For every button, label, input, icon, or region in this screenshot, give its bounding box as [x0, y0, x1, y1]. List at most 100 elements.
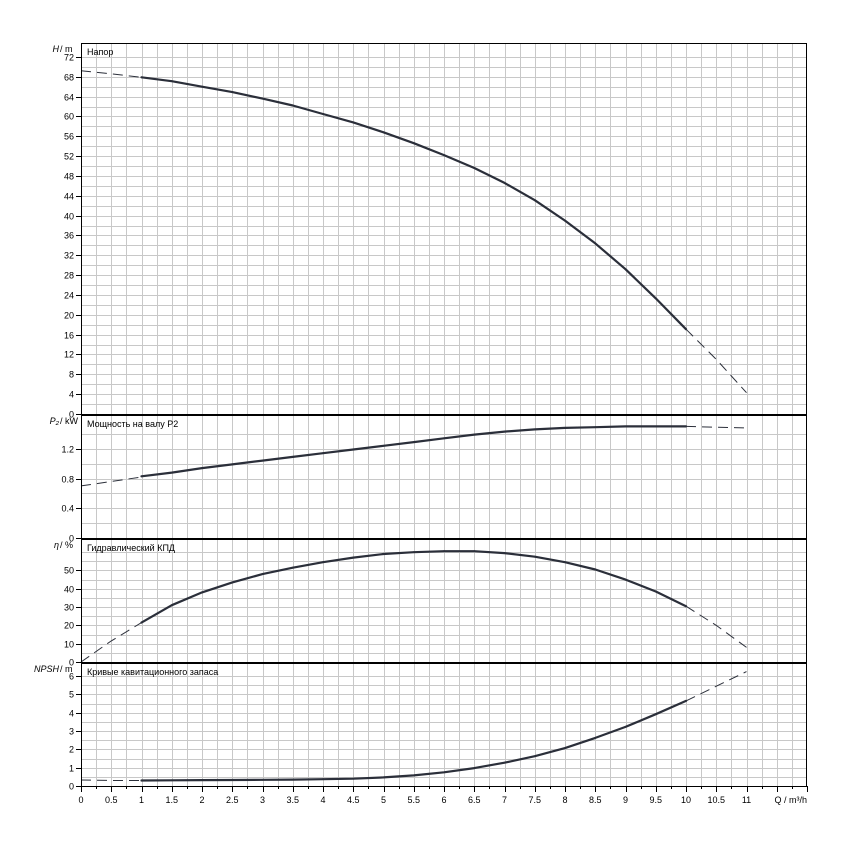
y-tick-label: 4 [69, 390, 74, 400]
data-point [503, 182, 506, 184]
x-tick-label: 1 [139, 795, 144, 805]
data-point [564, 427, 566, 429]
data-point [443, 550, 445, 553]
data-point [291, 778, 294, 781]
data-point [170, 471, 173, 474]
x-tick-label: 11 [742, 795, 751, 805]
data-point [140, 76, 143, 79]
data-point [564, 219, 566, 222]
panel-title: Кривые кавитационного запаса [87, 667, 218, 677]
x-tick-label: 5 [381, 795, 386, 805]
data-point [352, 448, 355, 451]
curves [80, 70, 747, 782]
y-tick-label: 1 [69, 764, 74, 774]
data-point [291, 104, 294, 107]
curve-2-segment-0 [80, 622, 142, 663]
data-point [624, 578, 627, 581]
y-tick-label: 12 [64, 350, 74, 360]
y-tick-label: 52 [64, 152, 74, 162]
data-point [382, 131, 385, 134]
curve-1-segment-0 [80, 476, 142, 487]
x-tick-label: 6.5 [468, 795, 481, 805]
y-axis-symbol: η [54, 540, 59, 550]
x-tick-label: 4.5 [347, 795, 360, 805]
y-tick-label: 32 [64, 251, 74, 261]
curve-3-segment-0 [80, 779, 142, 781]
x-tick-label: 7.5 [528, 795, 541, 805]
curve-0-segment-2 [685, 328, 747, 394]
x-tick-label: 8.5 [589, 795, 602, 805]
y-axis-unit: / % [60, 540, 73, 550]
x-tick-label: 6 [441, 795, 446, 805]
data-point [564, 561, 566, 564]
x-tick-label: 10 [681, 795, 691, 805]
data-point [473, 433, 476, 436]
x-tick-label: 2.5 [226, 795, 239, 805]
y-axis-symbol: P₂ [50, 416, 60, 426]
data-point [533, 199, 536, 202]
data-point [412, 774, 415, 777]
data-point [473, 550, 476, 553]
x-tick-label: 5.5 [407, 795, 420, 805]
data-point [201, 467, 203, 469]
data-point [412, 142, 415, 145]
y-tick-label: 2 [69, 745, 74, 755]
data-point [503, 430, 506, 433]
y-tick-label: 72 [64, 53, 74, 63]
x-tick-label: 4 [320, 795, 325, 805]
data-point [412, 441, 415, 443]
data-point [140, 779, 143, 782]
x-tick-label: 3 [260, 795, 265, 805]
panel-frames [76, 43, 808, 792]
data-point [231, 463, 234, 466]
y-tick-label: 30 [64, 603, 74, 613]
data-point [533, 755, 536, 758]
data-point [473, 167, 476, 169]
y-tick-label: 68 [64, 73, 74, 83]
data-point [412, 551, 415, 554]
data-point [140, 475, 143, 478]
y-tick-label: 1.2 [61, 445, 74, 455]
data-point [594, 737, 597, 739]
data-point [352, 777, 355, 780]
y-tick-label: 56 [64, 132, 74, 142]
data-point [261, 573, 264, 575]
y-tick-label: 0 [69, 782, 74, 792]
data-point [594, 568, 597, 571]
panel-frame [81, 43, 807, 415]
x-tick-label: 10.5 [707, 795, 725, 805]
data-point [564, 747, 566, 749]
curve-1-segment-2 [685, 425, 747, 429]
x-tick-label: 8 [562, 795, 567, 805]
y-tick-label: 10 [64, 640, 74, 650]
y-axis-symbol: H [53, 44, 60, 54]
y-tick-label: 3 [69, 727, 74, 737]
data-point [594, 242, 597, 245]
y-axis-unit: / m [60, 664, 73, 674]
y-tick-label: 0 [69, 410, 74, 420]
panel-frame [81, 539, 807, 663]
x-tick-label: 0 [78, 795, 83, 805]
x-tick-label: 3.5 [286, 795, 299, 805]
y-tick-label: 64 [64, 93, 74, 103]
curve-1-segment-1 [140, 425, 688, 478]
y-tick-label: 8 [69, 370, 74, 380]
data-point [382, 776, 385, 779]
y-tick-label: 0.8 [61, 475, 74, 485]
y-tick-label: 48 [64, 172, 74, 182]
x-tick-label: 0.5 [105, 795, 118, 805]
data-point [382, 553, 385, 555]
y-tick-label: 4 [69, 709, 74, 719]
data-point [322, 561, 324, 564]
x-tick-label: 1.5 [165, 795, 178, 805]
data-point [624, 425, 627, 428]
curve-0-segment-0 [80, 70, 142, 78]
data-point [201, 779, 203, 781]
y-tick-label: 16 [64, 331, 74, 341]
data-point [201, 591, 203, 594]
data-point [170, 80, 173, 83]
y-tick-label: 60 [64, 112, 74, 122]
data-point [231, 91, 234, 93]
data-point [654, 713, 657, 716]
y-tick-label: 50 [64, 566, 74, 576]
